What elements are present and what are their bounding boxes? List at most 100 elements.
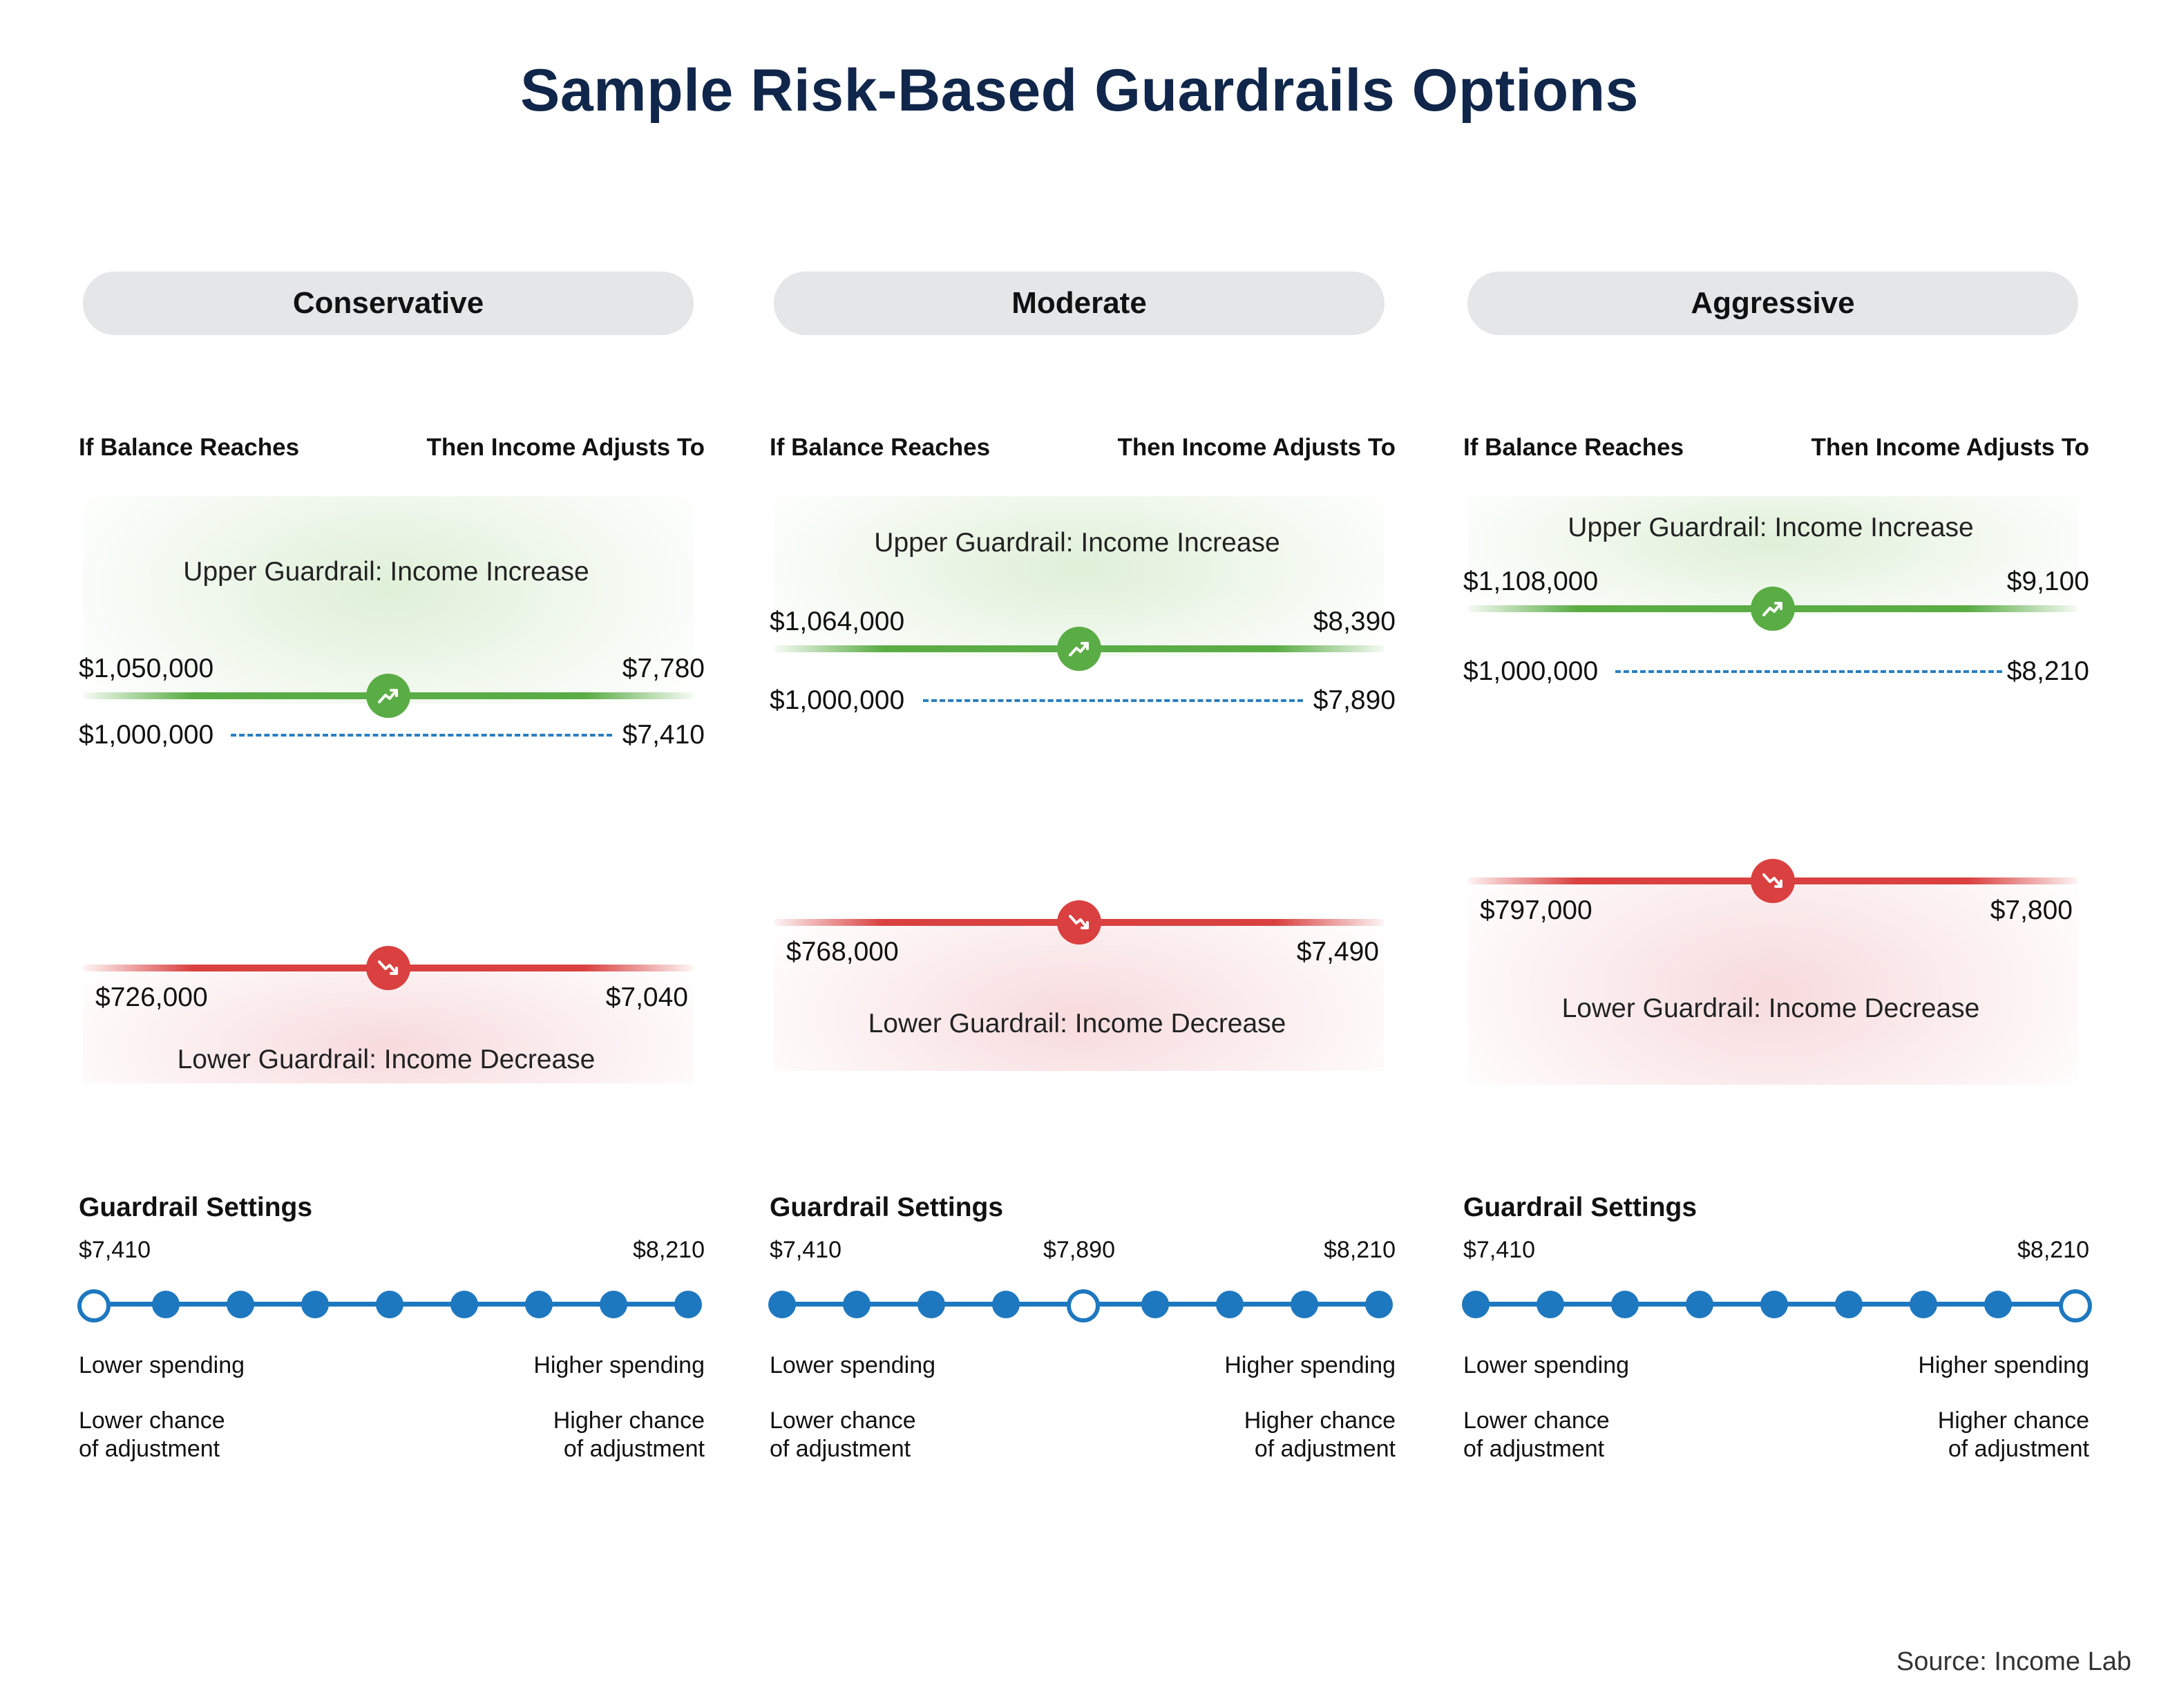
lower-guardrail-label: Lower Guardrail: Income Decrease <box>1561 994 1980 1023</box>
higher-chance-line2: of adjustment <box>1948 1436 2089 1462</box>
lower-guardrail-label: Lower Guardrail: Income Decrease <box>177 1045 596 1074</box>
higher-chance-line1: Higher chance <box>553 1407 705 1434</box>
higher-chance-line1: Higher chance <box>1937 1407 2089 1434</box>
current-level-line <box>923 699 1303 702</box>
lower-zone <box>1467 877 2078 1085</box>
slider-dot[interactable] <box>1365 1291 1393 1318</box>
header-if-balance: If Balance Reaches <box>1463 434 1684 461</box>
tick-right: $8,210 <box>1324 1237 1396 1263</box>
slider-dot[interactable] <box>1835 1291 1863 1318</box>
current-level-line <box>1615 670 2002 673</box>
upper-income: $7,780 <box>622 654 705 683</box>
lower-income: $7,040 <box>605 983 688 1012</box>
header-then-income: Then Income Adjusts To <box>426 434 705 461</box>
trending-down-icon <box>1751 859 1795 903</box>
higher-spending-label: Higher spending <box>533 1352 705 1378</box>
header-then-income: Then Income Adjusts To <box>1811 434 2089 461</box>
tick-left: $7,410 <box>1463 1237 1535 1263</box>
lower-income: $7,490 <box>1296 937 1379 967</box>
trending-down-icon <box>1057 900 1101 945</box>
lower-balance: $768,000 <box>786 937 899 967</box>
slider-dot[interactable] <box>450 1291 478 1318</box>
upper-zone <box>83 496 694 703</box>
trending-up-icon <box>1057 627 1101 671</box>
current-balance: $1,000,000 <box>1463 656 1599 686</box>
slider-dot[interactable] <box>768 1291 796 1318</box>
upper-income: $9,100 <box>2006 567 2089 596</box>
slider-dot-selected[interactable] <box>2059 1289 2092 1322</box>
slider-dot[interactable] <box>992 1291 1020 1318</box>
slider-dot[interactable] <box>674 1291 702 1318</box>
upper-income: $8,390 <box>1313 607 1396 636</box>
slider-dot[interactable] <box>1141 1291 1169 1318</box>
slider-dot[interactable] <box>843 1291 871 1318</box>
header-then-income: Then Income Adjusts To <box>1117 434 1396 461</box>
guardrail-settings-title: Guardrail Settings <box>1463 1193 1697 1222</box>
lower-chance-line2: of adjustment <box>770 1436 911 1462</box>
guardrail-settings-title: Guardrail Settings <box>770 1193 1004 1222</box>
slider-dot[interactable] <box>1910 1291 1937 1318</box>
tick-right: $8,210 <box>2017 1237 2089 1263</box>
lower-spending-label: Lower spending <box>1463 1352 1630 1378</box>
current-income: $8,210 <box>2006 656 2089 686</box>
lower-chance-label: Lower chance of adjustment <box>770 1407 916 1463</box>
lower-chance-line1: Lower chance <box>79 1407 225 1434</box>
slider-dot[interactable] <box>1760 1291 1788 1318</box>
tick-left: $7,410 <box>79 1237 151 1263</box>
source-note: Source: Income Lab <box>1896 1647 2131 1676</box>
column-aggressive: Aggressive If Balance Reaches Then Incom… <box>1462 0 2099 1708</box>
page-title: Sample Risk-Based Guardrails Options <box>520 57 1639 124</box>
lower-chance-label: Lower chance of adjustment <box>79 1407 225 1463</box>
slider-dot[interactable] <box>1537 1291 1564 1318</box>
lower-balance: $726,000 <box>95 983 208 1012</box>
slider-dot[interactable] <box>1462 1291 1490 1318</box>
column-heading-pill: Conservative <box>83 272 694 335</box>
current-balance: $1,000,000 <box>770 685 905 715</box>
slider-dot[interactable] <box>600 1291 627 1318</box>
higher-chance-line1: Higher chance <box>1244 1407 1396 1434</box>
slider-dot-selected[interactable] <box>77 1289 111 1322</box>
tick-right: $8,210 <box>633 1237 705 1263</box>
current-balance: $1,000,000 <box>79 720 214 750</box>
slider-dot[interactable] <box>1984 1291 2012 1318</box>
slider-dot[interactable] <box>376 1291 403 1318</box>
lower-spending-label: Lower spending <box>770 1352 936 1378</box>
upper-guardrail-label: Upper Guardrail: Income Increase <box>874 528 1280 558</box>
upper-balance: $1,064,000 <box>770 607 905 636</box>
lower-spending-label: Lower spending <box>79 1352 245 1378</box>
column-conservative: Conservative If Balance Reaches Then Inc… <box>77 0 714 1708</box>
slider-dot[interactable] <box>525 1291 553 1318</box>
higher-chance-label: Higher chance of adjustment <box>1244 1407 1396 1463</box>
lower-chance-line1: Lower chance <box>1463 1407 1610 1434</box>
tick-mid: $7,890 <box>1043 1237 1115 1263</box>
column-heading-pill: Moderate <box>774 272 1385 335</box>
lower-chance-line2: of adjustment <box>1463 1436 1605 1462</box>
slider-dot[interactable] <box>1216 1291 1244 1318</box>
lower-chance-label: Lower chance of adjustment <box>1463 1407 1610 1463</box>
slider-dot[interactable] <box>1686 1291 1713 1318</box>
lower-balance: $797,000 <box>1480 895 1592 925</box>
current-income: $7,410 <box>622 720 705 750</box>
lower-income: $7,800 <box>1990 895 2073 925</box>
slider-dot[interactable] <box>227 1291 254 1318</box>
slider-dot[interactable] <box>1611 1291 1639 1318</box>
tick-left: $7,410 <box>770 1237 841 1263</box>
slider-dot-selected[interactable] <box>1067 1289 1100 1322</box>
current-level-line <box>231 734 612 737</box>
trending-down-icon <box>366 946 410 990</box>
slider-dot[interactable] <box>152 1291 180 1318</box>
current-income: $7,890 <box>1313 685 1396 715</box>
lower-chance-line1: Lower chance <box>770 1407 916 1434</box>
slider-dot[interactable] <box>301 1291 329 1318</box>
lower-chance-line2: of adjustment <box>79 1436 220 1462</box>
slider-dot[interactable] <box>1291 1291 1318 1318</box>
lower-guardrail-label: Lower Guardrail: Income Decrease <box>868 1009 1286 1038</box>
slider-dot[interactable] <box>917 1291 945 1318</box>
column-heading-pill: Aggressive <box>1467 272 2078 335</box>
guardrail-settings-title: Guardrail Settings <box>79 1193 313 1222</box>
upper-guardrail-label: Upper Guardrail: Income Increase <box>1568 513 1974 542</box>
higher-chance-line2: of adjustment <box>1254 1436 1396 1462</box>
upper-guardrail-label: Upper Guardrail: Income Increase <box>183 557 589 587</box>
higher-chance-label: Higher chance of adjustment <box>1938 1407 2089 1463</box>
column-moderate: Moderate If Balance Reaches Then Income … <box>768 0 1405 1708</box>
